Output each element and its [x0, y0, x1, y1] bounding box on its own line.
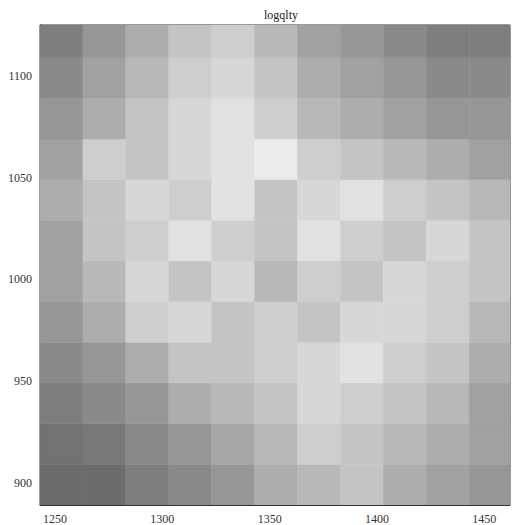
svg-text:900: 900 — [14, 476, 32, 490]
svg-text:1050: 1050 — [8, 171, 32, 185]
svg-text:1300: 1300 — [150, 512, 174, 525]
svg-text:950: 950 — [14, 374, 32, 388]
svg-text:1000: 1000 — [8, 272, 32, 286]
svg-text:1250: 1250 — [43, 512, 67, 525]
svg-text:1350: 1350 — [258, 512, 282, 525]
svg-text:logqlty: logqlty — [264, 8, 298, 22]
svg-text:1450: 1450 — [472, 512, 496, 525]
svg-text:1100: 1100 — [8, 69, 32, 83]
svg-text:1400: 1400 — [365, 512, 389, 525]
